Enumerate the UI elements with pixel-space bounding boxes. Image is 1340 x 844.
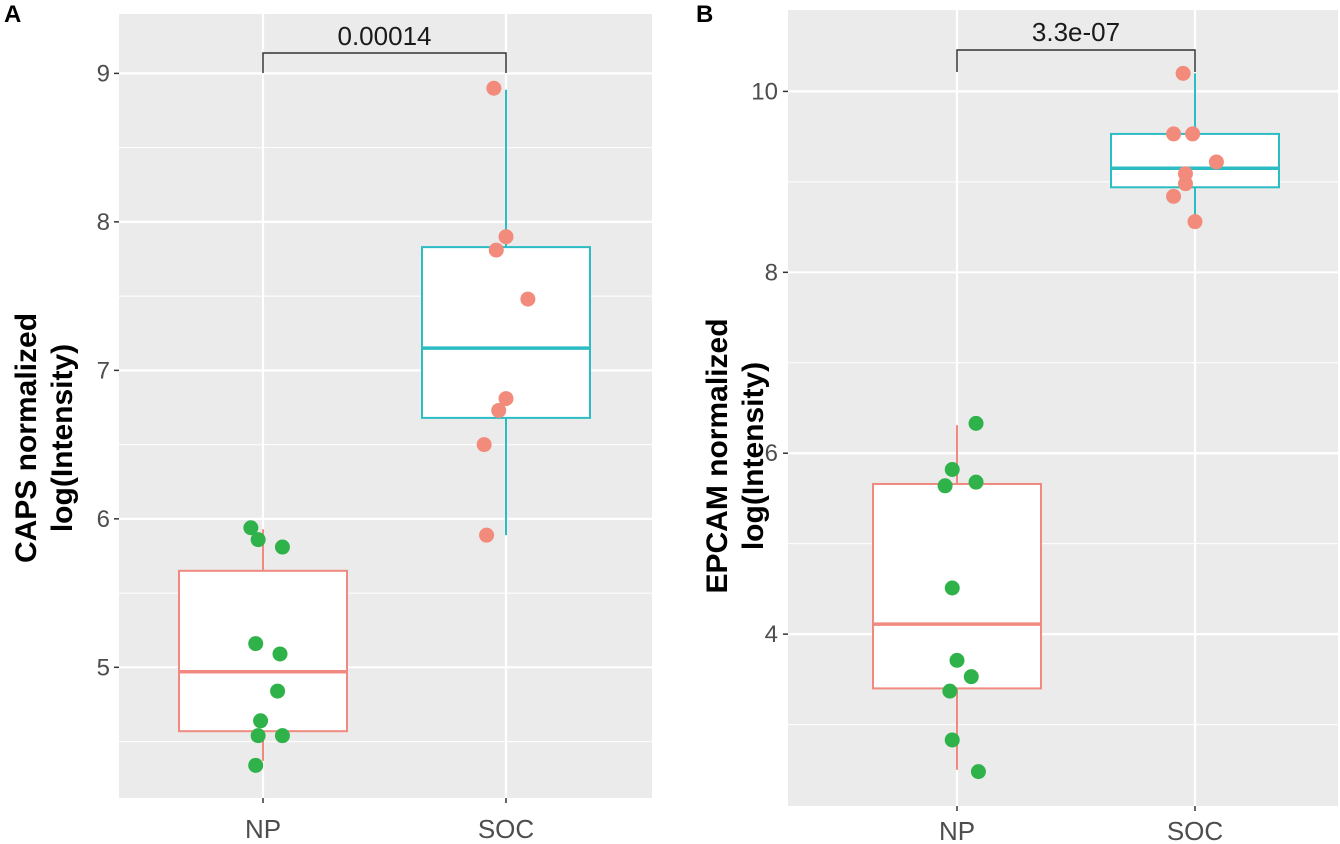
panel-b-soc-point xyxy=(1185,126,1201,142)
panel-a-np-point xyxy=(274,539,290,555)
panel-b-soc-box xyxy=(1110,132,1280,189)
panel-b-background xyxy=(788,10,1338,806)
panel-a-ytick-label: 7 xyxy=(97,357,110,384)
panel-b-np-point xyxy=(963,669,979,685)
panel-b-np-point xyxy=(968,415,984,431)
panel-a-ytick-label: 9 xyxy=(97,60,110,87)
panel-a-ytick-label: 8 xyxy=(97,209,110,236)
panel-b-xtick-label: SOC xyxy=(1167,816,1223,844)
panel-a-soc-box xyxy=(421,246,591,419)
panel-a: 5 6 7 8 9 NP SOC 0.00014 A CAPS normalized log(Int… xyxy=(4,1,652,844)
panel-b-soc-point xyxy=(1208,154,1224,170)
panel-b-np-point xyxy=(944,732,960,748)
panel-a-np-point xyxy=(250,728,266,744)
panel-b-np-point xyxy=(949,652,965,668)
panel-a-soc-point xyxy=(498,229,514,245)
panel-a-soc-point xyxy=(479,527,495,543)
panel-a-soc-point xyxy=(520,291,536,307)
panel-a-np-point xyxy=(272,646,288,662)
panel-a-np-box xyxy=(178,569,348,733)
panel-b-np-point xyxy=(942,683,958,699)
panel-a-np-point xyxy=(274,728,290,744)
panel-b-np-point xyxy=(944,462,960,478)
panel-b-soc-point xyxy=(1166,126,1182,142)
panel-b-ylabel-line1: EPCAM normalized xyxy=(701,318,734,593)
panel-b-soc-point xyxy=(1177,176,1193,192)
panel-b: 4 6 8 10 NP SOC 3.3e-07 B EPCAM normalized log(In… xyxy=(696,1,1338,844)
panel-b-soc-point xyxy=(1187,214,1203,230)
panel-b-np-point xyxy=(968,474,984,490)
panel-b-xtick-label: NP xyxy=(939,816,975,844)
panel-a-np-point xyxy=(270,683,286,699)
panel-b-ytick-label: 8 xyxy=(765,259,778,286)
panel-a-soc-point xyxy=(498,391,514,407)
panel-b-np-point xyxy=(970,764,986,780)
panel-b-significance-bracket xyxy=(956,49,1196,72)
panel-a-ytick-label: 6 xyxy=(97,506,110,533)
panel-a-soc-point xyxy=(491,402,507,418)
panel-b-ytick-label: 4 xyxy=(765,621,778,648)
panel-a-significance-bracket xyxy=(262,52,507,73)
panel-a-soc-point xyxy=(486,80,502,96)
panel-b-soc-point xyxy=(1175,65,1191,81)
panel-a-np-point xyxy=(248,636,264,652)
panel-b-ytick-label: 6 xyxy=(765,440,778,467)
panel-a-soc-point xyxy=(488,242,504,258)
panel-a-soc-point xyxy=(476,437,492,453)
panel-b-letter: B xyxy=(696,1,713,28)
panel-a-np-point xyxy=(253,713,269,729)
panel-a-np-point xyxy=(248,757,264,773)
panel-b-ylabel-line2: log(Intensity) xyxy=(737,362,770,550)
panel-a-ylabel-line2: log(Intensity) xyxy=(46,344,79,532)
panel-a-xtick-label: SOC xyxy=(478,814,534,844)
panel-a-pvalue: 0.00014 xyxy=(338,21,432,51)
panel-b-np-point xyxy=(937,478,953,494)
panel-a-np-point xyxy=(250,532,266,548)
panel-b-pvalue: 3.3e-07 xyxy=(1032,17,1120,47)
panel-a-ylabel-line1: CAPS normalized xyxy=(10,313,43,563)
panel-b-np-point xyxy=(944,580,960,596)
panel-a-letter: A xyxy=(4,1,21,28)
panel-b-soc-point xyxy=(1166,188,1182,204)
panel-a-ytick-label: 5 xyxy=(97,654,110,681)
panel-b-ytick-label: 10 xyxy=(751,78,778,105)
panel-a-np-point xyxy=(243,520,259,536)
panel-a-xtick-label: NP xyxy=(245,814,281,844)
